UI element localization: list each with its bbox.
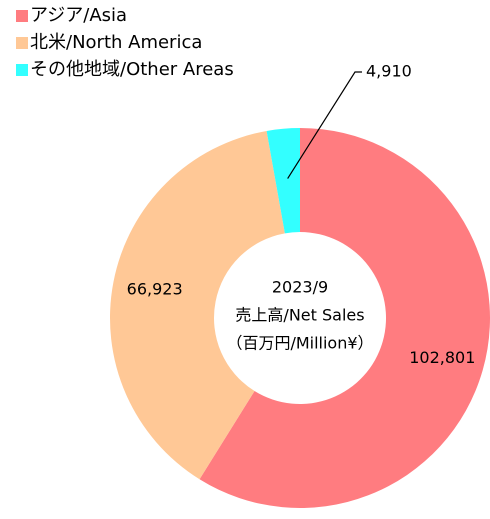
leader-line (287, 71, 362, 179)
slice (266, 128, 300, 234)
center-text: 2023/9 (272, 278, 328, 297)
legend-label: アジア/Asia (30, 5, 127, 26)
slice (109, 130, 285, 480)
slice (199, 128, 490, 508)
data-label: 102,801 (409, 348, 475, 367)
legend-label: 北米/North America (30, 32, 202, 53)
legend-label: その他地域/Other Areas (30, 59, 234, 80)
data-label: 4,910 (366, 62, 412, 81)
data-label: 66,923 (127, 280, 183, 299)
legend-swatch (16, 37, 28, 49)
legend-swatch (16, 64, 28, 76)
center-text: （百万円/Million¥） (226, 334, 373, 353)
center-text: 売上高/Net Sales (235, 306, 364, 325)
legend-swatch (16, 10, 28, 22)
